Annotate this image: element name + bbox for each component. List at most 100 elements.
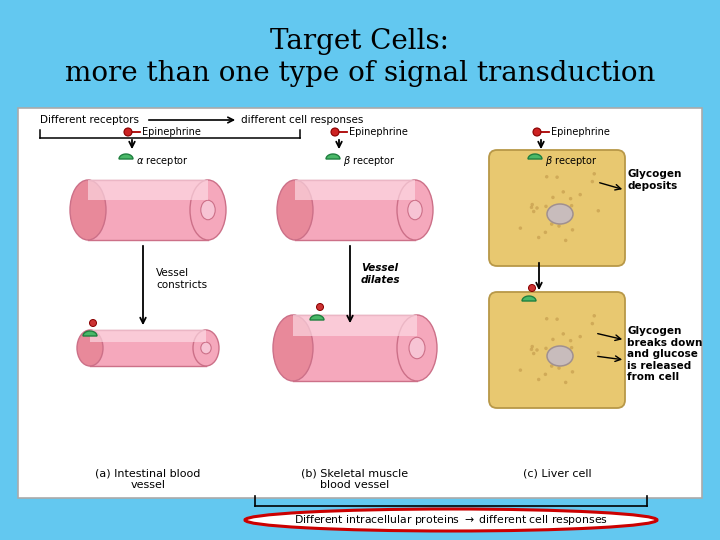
Text: Glycogen
breaks down
and glucose
is released
from cell: Glycogen breaks down and glucose is rele… <box>627 326 703 382</box>
Ellipse shape <box>535 348 539 352</box>
Ellipse shape <box>544 373 547 376</box>
Ellipse shape <box>562 190 565 194</box>
Text: Epinephrine: Epinephrine <box>551 127 610 137</box>
Polygon shape <box>83 331 97 336</box>
Ellipse shape <box>552 195 554 199</box>
Polygon shape <box>119 154 133 159</box>
Ellipse shape <box>518 226 522 230</box>
Ellipse shape <box>528 285 536 292</box>
Text: $\beta$ receptor: $\beta$ receptor <box>545 154 598 168</box>
Ellipse shape <box>70 180 106 240</box>
Polygon shape <box>90 330 206 342</box>
Ellipse shape <box>597 351 600 355</box>
Polygon shape <box>528 154 542 159</box>
Ellipse shape <box>569 197 572 200</box>
Ellipse shape <box>571 228 575 232</box>
Ellipse shape <box>531 345 534 348</box>
Ellipse shape <box>547 346 573 366</box>
Ellipse shape <box>590 322 594 325</box>
Ellipse shape <box>544 205 548 208</box>
Ellipse shape <box>331 128 339 136</box>
Text: Epinephrine: Epinephrine <box>142 127 201 137</box>
Ellipse shape <box>590 180 594 184</box>
Polygon shape <box>293 315 417 336</box>
Ellipse shape <box>317 303 323 310</box>
Ellipse shape <box>544 347 548 350</box>
Text: Epinephrine: Epinephrine <box>349 127 408 137</box>
Ellipse shape <box>550 364 554 368</box>
Ellipse shape <box>201 342 211 354</box>
Ellipse shape <box>531 203 534 206</box>
Text: Glycogen
deposits: Glycogen deposits <box>627 169 681 191</box>
Ellipse shape <box>557 224 561 228</box>
Ellipse shape <box>571 370 575 374</box>
Polygon shape <box>90 330 206 366</box>
Text: Different receptors: Different receptors <box>40 115 139 125</box>
Ellipse shape <box>533 128 541 136</box>
Ellipse shape <box>552 338 554 341</box>
Text: (c) Liver cell: (c) Liver cell <box>523 468 591 478</box>
Ellipse shape <box>518 368 522 372</box>
Ellipse shape <box>593 314 596 318</box>
Ellipse shape <box>562 332 565 336</box>
Ellipse shape <box>578 335 582 339</box>
Ellipse shape <box>537 236 541 239</box>
Polygon shape <box>326 154 340 159</box>
Ellipse shape <box>532 210 536 213</box>
Text: Different intracellular proteins $\rightarrow$ different cell responses: Different intracellular proteins $\right… <box>294 513 608 527</box>
Ellipse shape <box>530 206 534 209</box>
Ellipse shape <box>570 204 573 207</box>
Polygon shape <box>293 315 417 381</box>
Text: $\beta$ receptor: $\beta$ receptor <box>343 154 396 168</box>
Ellipse shape <box>273 315 313 381</box>
Ellipse shape <box>564 239 567 242</box>
Text: $\alpha$ receptor: $\alpha$ receptor <box>136 154 189 168</box>
Ellipse shape <box>124 128 132 136</box>
Polygon shape <box>310 315 324 320</box>
Text: (a) Intestinal blood
vessel: (a) Intestinal blood vessel <box>95 468 201 490</box>
Ellipse shape <box>593 172 596 176</box>
Polygon shape <box>88 180 208 240</box>
Ellipse shape <box>277 180 313 240</box>
Ellipse shape <box>555 318 559 321</box>
Ellipse shape <box>89 320 96 327</box>
Text: (b) Skeletal muscle
blood vessel: (b) Skeletal muscle blood vessel <box>302 468 408 490</box>
Ellipse shape <box>547 204 573 224</box>
Ellipse shape <box>564 381 567 384</box>
FancyBboxPatch shape <box>18 108 702 498</box>
Polygon shape <box>88 180 208 199</box>
Ellipse shape <box>190 180 226 240</box>
Text: more than one type of signal transduction: more than one type of signal transductio… <box>65 60 655 87</box>
Text: Target Cells:: Target Cells: <box>271 28 449 55</box>
Ellipse shape <box>532 352 536 355</box>
Polygon shape <box>295 180 415 240</box>
Ellipse shape <box>545 175 549 179</box>
Ellipse shape <box>408 200 422 220</box>
Polygon shape <box>522 296 536 301</box>
Ellipse shape <box>597 209 600 213</box>
Ellipse shape <box>570 346 573 349</box>
Ellipse shape <box>569 339 572 342</box>
Ellipse shape <box>245 509 657 531</box>
Ellipse shape <box>545 317 549 321</box>
Ellipse shape <box>557 366 561 370</box>
Ellipse shape <box>409 338 425 359</box>
Text: Vessel
dilates: Vessel dilates <box>361 263 400 285</box>
Text: different cell responses: different cell responses <box>241 115 364 125</box>
Polygon shape <box>295 180 415 199</box>
Ellipse shape <box>550 222 554 226</box>
Ellipse shape <box>201 200 215 220</box>
Ellipse shape <box>537 378 541 381</box>
Ellipse shape <box>555 176 559 179</box>
Ellipse shape <box>544 231 547 234</box>
Ellipse shape <box>530 348 534 351</box>
Ellipse shape <box>397 315 437 381</box>
Ellipse shape <box>578 193 582 197</box>
Ellipse shape <box>535 206 539 210</box>
Ellipse shape <box>397 180 433 240</box>
Text: Vessel
constricts: Vessel constricts <box>156 268 207 290</box>
Ellipse shape <box>77 330 103 366</box>
FancyBboxPatch shape <box>489 292 625 408</box>
Ellipse shape <box>193 330 219 366</box>
FancyBboxPatch shape <box>489 150 625 266</box>
